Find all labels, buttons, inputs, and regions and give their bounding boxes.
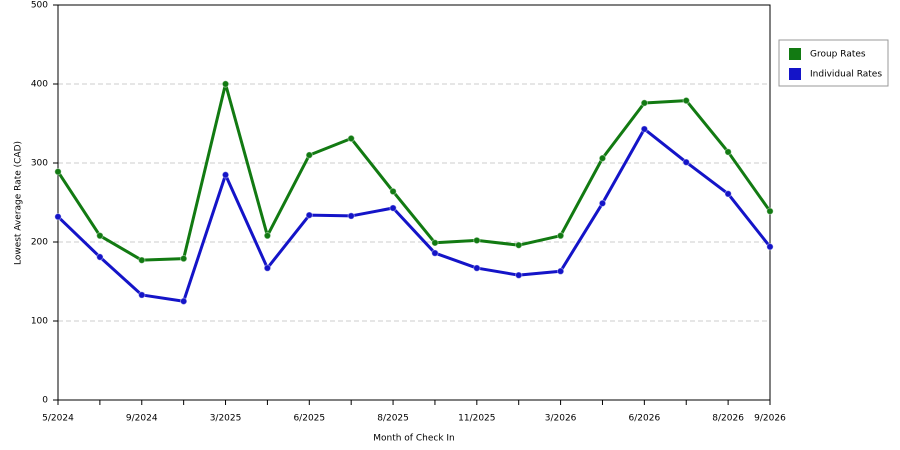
y-tick-label: 300: [31, 159, 48, 169]
point: [473, 264, 481, 272]
x-axis-label: Month of Check In: [373, 434, 455, 444]
point: [598, 154, 607, 162]
point: [305, 211, 313, 219]
point: [556, 231, 565, 240]
y-tick-label: 200: [31, 238, 48, 248]
point: [724, 148, 732, 156]
point: [54, 213, 62, 221]
y-axis-label: Lowest Average Rate (CAD): [14, 141, 24, 265]
point: [96, 231, 104, 240]
x-tick-label: 9/2026: [754, 414, 786, 424]
x-tick-label: 11/2025: [458, 414, 495, 424]
point: [221, 171, 230, 179]
point: [515, 271, 523, 279]
point: [682, 96, 690, 105]
point: [389, 187, 397, 196]
y-tick-label: 500: [31, 1, 48, 11]
point: [263, 231, 272, 240]
point: [138, 291, 146, 299]
point: [263, 264, 272, 272]
series-line: [56, 127, 772, 303]
x-tick-label: 5/2024: [42, 414, 74, 424]
point: [347, 212, 355, 220]
point: [179, 297, 188, 305]
point: [515, 241, 523, 249]
x-tick-label: 3/2025: [210, 414, 242, 424]
series-line: [56, 82, 772, 262]
x-tick-label: 3/2026: [545, 414, 577, 424]
point: [598, 199, 607, 207]
x-tick-label: 6/2026: [629, 414, 661, 424]
point: [640, 99, 649, 107]
point: [724, 190, 732, 198]
point: [96, 253, 104, 261]
point: [640, 125, 649, 133]
point: [179, 254, 188, 263]
legend-swatch: [789, 48, 801, 60]
x-tick-label: 9/2024: [126, 414, 158, 424]
point: [766, 243, 774, 251]
point: [347, 134, 355, 143]
point: [473, 236, 481, 245]
legend-label: Group Rates: [810, 50, 866, 60]
point: [221, 80, 230, 88]
point: [389, 204, 397, 212]
legend-label: Individual Rates: [810, 70, 882, 80]
x-tick-label: 6/2025: [293, 414, 325, 424]
point: [305, 151, 313, 159]
x-tick-label: 8/2025: [377, 414, 409, 424]
legend-swatch: [789, 68, 801, 80]
x-tick-label: 8/2026: [712, 414, 744, 424]
point: [431, 239, 439, 247]
point: [431, 249, 439, 257]
y-tick-label: 100: [31, 317, 48, 327]
plot-frame: [57, 4, 771, 401]
point: [54, 167, 62, 176]
point: [682, 158, 690, 166]
point: [138, 256, 146, 264]
y-tick-label: 400: [31, 80, 48, 90]
point: [766, 207, 774, 215]
point: [556, 267, 565, 275]
y-tick-label: 0: [42, 396, 48, 406]
